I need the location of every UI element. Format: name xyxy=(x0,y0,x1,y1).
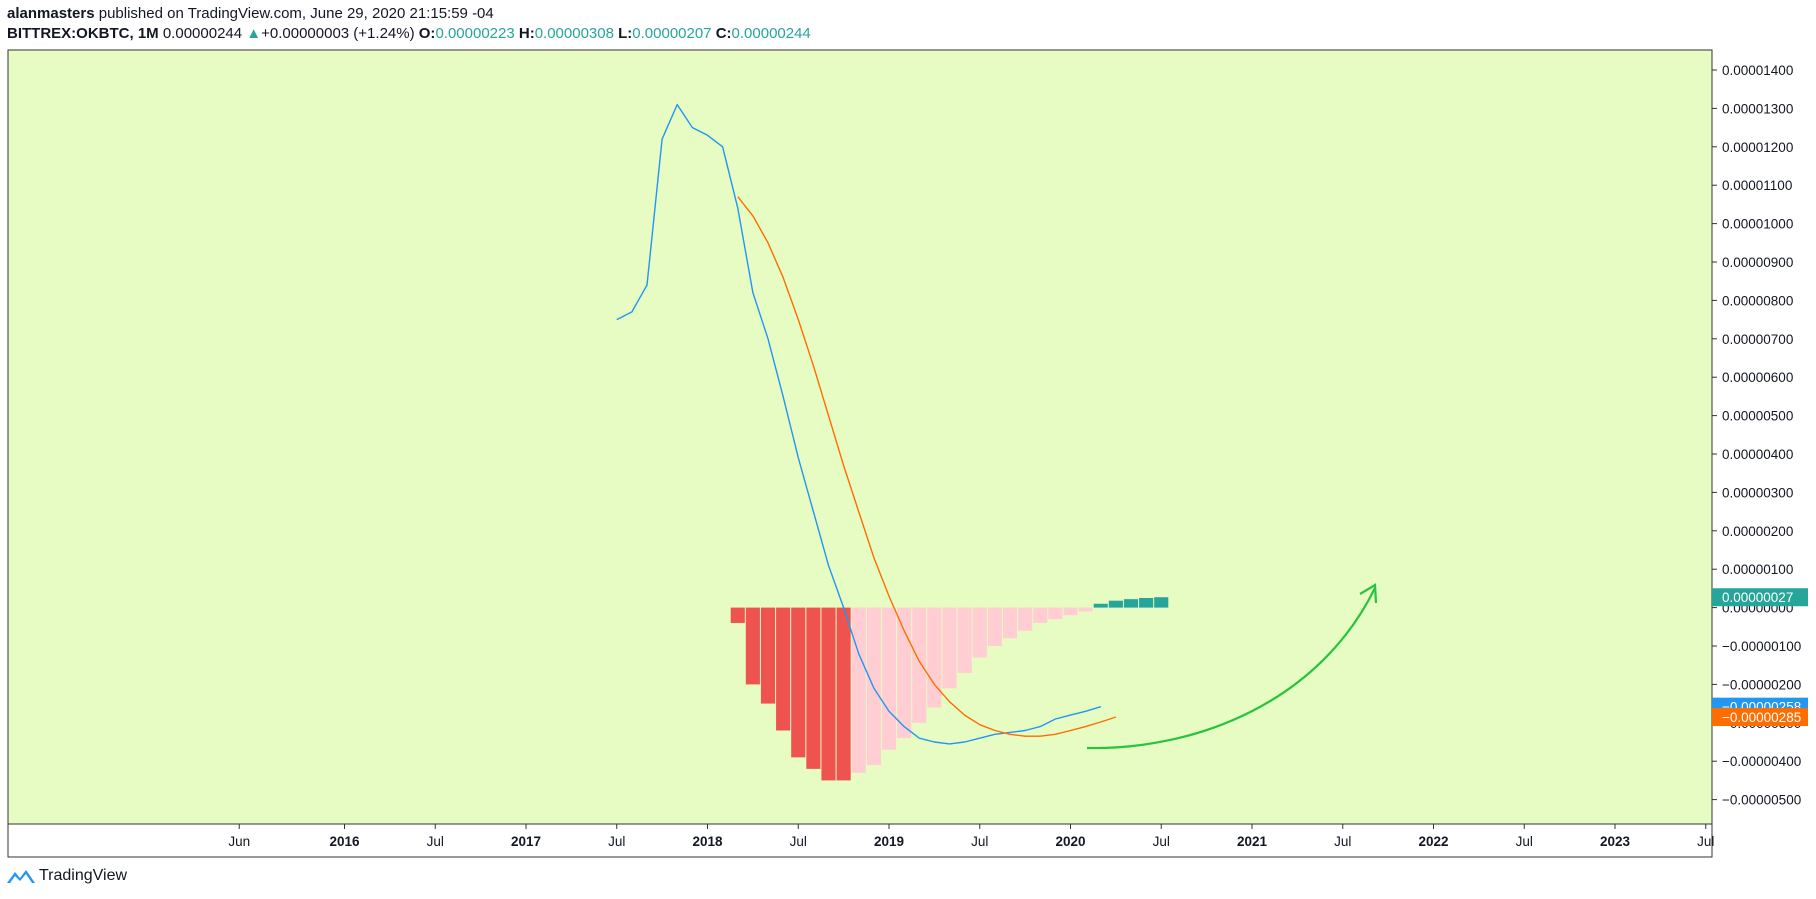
y-tick-label: 0.00001100 xyxy=(1722,178,1792,193)
histogram-bar xyxy=(912,607,927,723)
macd-line xyxy=(616,103,1102,745)
x-tick-label: Jul xyxy=(427,834,444,849)
y-tick-label: −0.00000500 xyxy=(1722,793,1801,808)
curved-arrow-annotation[interactable] xyxy=(1086,587,1376,750)
tradingview-brand[interactable]: TradingView xyxy=(39,867,128,884)
x-tick-label: Jul xyxy=(1697,834,1714,849)
y-tick-label: 0.00000700 xyxy=(1722,332,1793,347)
histogram-bar xyxy=(1048,607,1063,620)
y-tick-label: 0.00000200 xyxy=(1722,524,1793,539)
high-value: 0.00000308 xyxy=(534,25,614,42)
histogram-bar xyxy=(1093,603,1108,608)
histogram-bar xyxy=(806,607,821,769)
x-tick-label: Jul xyxy=(1153,834,1170,849)
histogram-bar xyxy=(745,607,760,685)
x-tick-label: Jul xyxy=(1334,834,1351,849)
histogram-bar xyxy=(730,607,745,623)
tradingview-footer: TradingView xyxy=(6,867,127,885)
publish-info: alanmasters published on TradingView.com… xyxy=(7,5,494,22)
arrow-head-icon xyxy=(1359,583,1378,604)
y-tick-label: 0.00001000 xyxy=(1722,217,1793,232)
author-name[interactable]: alanmasters xyxy=(7,5,95,22)
histogram-bar xyxy=(1108,600,1123,608)
y-tick-label: 0.00000900 xyxy=(1722,255,1793,270)
x-tick-label: 2019 xyxy=(874,834,904,849)
histogram-bar xyxy=(957,607,972,673)
time-axis[interactable] xyxy=(7,823,1713,858)
x-tick-label: Jul xyxy=(790,834,807,849)
y-tick-label: 0.00000800 xyxy=(1722,293,1793,308)
open-label: O: xyxy=(418,25,436,42)
low-label: L: xyxy=(618,25,633,42)
histogram-bar xyxy=(1123,599,1139,608)
histogram-bar xyxy=(1078,607,1093,612)
change-arrow-icon: ▲ xyxy=(246,25,262,42)
close-value: 0.00000244 xyxy=(731,25,811,42)
histogram-bar xyxy=(942,607,957,689)
y-tick-label: 0.00000100 xyxy=(1722,562,1793,577)
y-tick-label: −0.00000400 xyxy=(1722,754,1801,769)
x-tick-label: 2021 xyxy=(1237,834,1268,849)
x-tick-label: Jul xyxy=(608,834,625,849)
high-label: H: xyxy=(518,25,535,42)
y-tick-label: 0.00000400 xyxy=(1722,447,1793,462)
price-axis[interactable] xyxy=(1712,50,1808,824)
y-tick-label: 0.00001400 xyxy=(1722,63,1793,78)
y-tick-label: −0.00000100 xyxy=(1722,639,1801,654)
x-tick-label: 2017 xyxy=(511,834,541,849)
x-tick-label: 2022 xyxy=(1418,834,1448,849)
x-tick-label: Jul xyxy=(971,834,988,849)
symbol-label[interactable]: BITTREX:OKBTC, 1M xyxy=(7,25,159,42)
x-tick-label: 2018 xyxy=(692,834,723,849)
y-tick-label: 0.00000300 xyxy=(1722,485,1793,500)
histogram-bar xyxy=(836,607,851,781)
last-price: 0.00000244 xyxy=(162,25,243,42)
x-tick-label: Jun xyxy=(228,834,250,849)
histogram-bar xyxy=(1139,598,1154,608)
price-label-box xyxy=(1712,588,1808,607)
x-tick-label: 2020 xyxy=(1055,834,1085,849)
histogram-bar xyxy=(987,607,1002,646)
histogram-bar xyxy=(1063,607,1078,616)
histogram-bar xyxy=(972,607,987,658)
histogram-bar xyxy=(851,607,866,773)
histogram-bar xyxy=(791,607,806,758)
close-label: C: xyxy=(715,25,732,42)
x-tick-label: 2016 xyxy=(329,834,360,849)
histogram-bar xyxy=(776,607,791,731)
x-tick-label: Jul xyxy=(1516,834,1533,849)
histogram-bar xyxy=(1002,607,1018,639)
low-value: 0.00000207 xyxy=(632,25,712,42)
price-label: −0.00000285 xyxy=(1722,710,1801,725)
histogram-bar xyxy=(1018,607,1033,631)
histogram-bar xyxy=(866,607,881,766)
histogram-bar xyxy=(1033,607,1048,623)
price-label-box xyxy=(1712,708,1808,727)
histogram-bar xyxy=(821,607,836,781)
change-value: +0.00000003 (+1.24%) xyxy=(261,25,415,42)
y-tick-label: −0.00000200 xyxy=(1722,677,1801,692)
histogram-bar xyxy=(927,607,942,708)
histogram-bar xyxy=(1154,597,1169,608)
histogram-bar xyxy=(897,607,912,739)
signal-line xyxy=(737,196,1117,737)
open-value: 0.00000223 xyxy=(435,25,515,42)
symbol-legend: BITTREX:OKBTC, 1M 0.00000244 ▲+0.0000000… xyxy=(7,25,811,42)
published-text: published on TradingView.com, June 29, 2… xyxy=(98,5,494,22)
tradingview-logo-icon xyxy=(7,870,35,883)
y-tick-label: 0.00000600 xyxy=(1722,370,1793,385)
histogram-bar xyxy=(881,607,897,750)
x-tick-label: 2023 xyxy=(1600,834,1631,849)
price-label: 0.00000027 xyxy=(1722,590,1793,605)
y-tick-label: 0.00001300 xyxy=(1722,101,1793,116)
y-tick-label: 0.00001200 xyxy=(1722,140,1793,155)
y-tick-label: 0.00000500 xyxy=(1722,409,1793,424)
histogram-bar xyxy=(760,607,776,704)
